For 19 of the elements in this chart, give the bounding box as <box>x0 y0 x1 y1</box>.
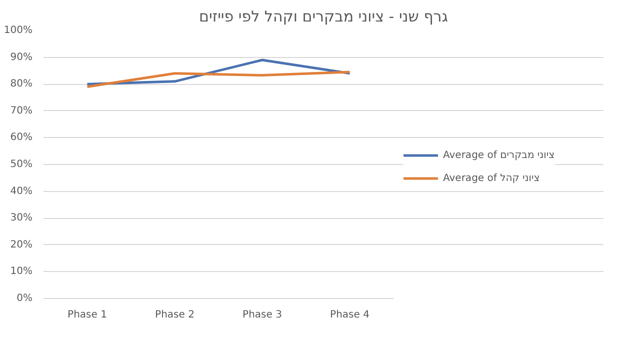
y-tick-label: 90% <box>10 52 33 63</box>
y-tick-label: 80% <box>10 78 33 90</box>
x-tick-label: Phase 3 <box>242 310 282 320</box>
y-tick-label: 100% <box>4 25 33 36</box>
y-tick-label: 0% <box>16 293 33 304</box>
y-tick-label: 50% <box>10 159 33 170</box>
y-tick-label: 70% <box>10 105 33 116</box>
legend-label: Average of ציוני מבקרים <box>443 150 555 160</box>
x-tick-label: Phase 1 <box>68 310 107 320</box>
y-tick-label: 40% <box>10 186 33 197</box>
y-tick-label: 20% <box>10 239 33 250</box>
line-series <box>86 70 351 88</box>
y-tick-label: 30% <box>10 212 33 224</box>
y-tick-label: 10% <box>10 266 33 278</box>
x-tick-label: Phase 2 <box>155 310 194 320</box>
y-tick-label: 60% <box>10 132 33 144</box>
x-tick-label: Phase 4 <box>330 310 370 320</box>
chart-title: גרף שני - ציוני מבקרים וקהל לפי פייזים <box>199 8 448 26</box>
legend-label: Average of ציוני קהל <box>443 172 540 184</box>
